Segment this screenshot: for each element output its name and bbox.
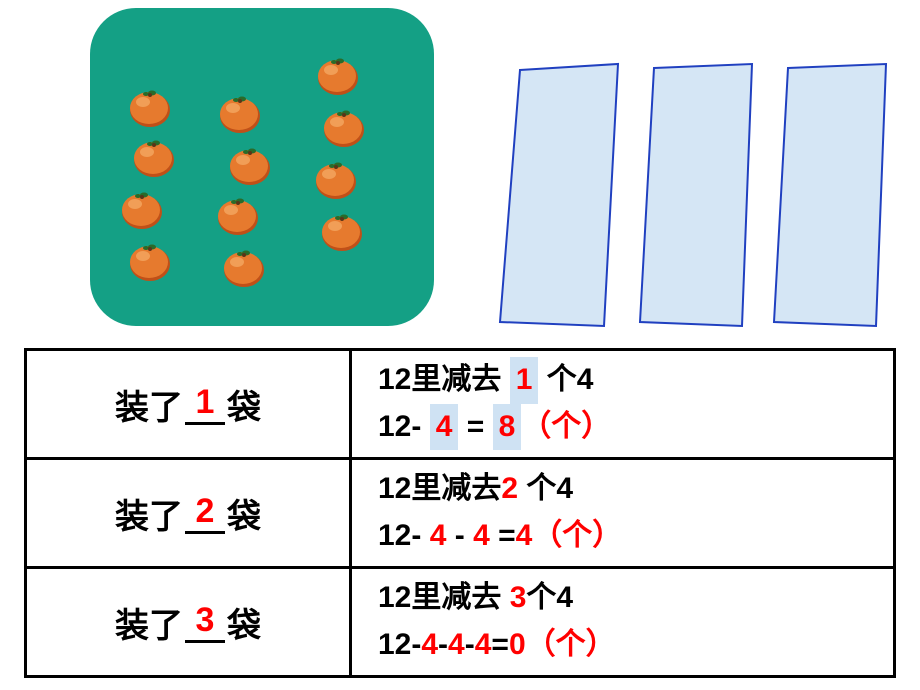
eq-term: 4: [448, 628, 465, 661]
equation-line: 12- 4 - 4 =4（个）: [378, 513, 875, 560]
eq-term: 4: [475, 628, 492, 661]
bag-shape: [774, 64, 886, 326]
bag-count: 1: [185, 383, 225, 425]
description-line: 12里减去 1 个4: [378, 357, 875, 404]
eq-unit: （个）: [521, 410, 611, 443]
bag-count: 3: [185, 601, 225, 643]
bag-count: 2: [185, 492, 225, 534]
eq-term: -: [465, 628, 475, 661]
eq-term: 4: [430, 519, 447, 552]
equation-cell: 12里减去2 个412- 4 - 4 =4（个）: [352, 460, 893, 566]
eq-term: -: [446, 519, 473, 552]
label-text: 袋: [227, 489, 261, 538]
label-text: 装了: [115, 489, 183, 538]
equation-cell: 12里减去 1 个412- 4 = 8（个）: [352, 351, 893, 457]
table-row: 装了2袋12里减去2 个412- 4 - 4 =4（个）: [27, 457, 893, 566]
description-line: 12里减去2 个4: [378, 466, 875, 513]
eq-term: 4: [421, 628, 438, 661]
equation-cell: 12里减去 3个412-4-4-4=0（个）: [352, 569, 893, 675]
count-value: 3: [510, 581, 527, 614]
label-text: 袋: [227, 598, 261, 647]
count-value: 1: [510, 357, 539, 404]
eq-term: 4: [430, 404, 459, 451]
label-text: 袋: [227, 380, 261, 429]
equation-line: 12-4-4-4=0（个）: [378, 622, 875, 669]
eq-term: 4: [473, 519, 490, 552]
eq-result: 8: [493, 404, 522, 451]
table-row: 装了3袋12里减去 3个412-4-4-4=0（个）: [27, 566, 893, 675]
label-text: 装了: [115, 380, 183, 429]
eq-result: 4: [516, 519, 533, 552]
equation-line: 12- 4 = 8（个）: [378, 404, 875, 451]
illustration-area: [0, 0, 920, 345]
description-line: 12里减去 3个4: [378, 575, 875, 622]
label-text: 装了: [115, 598, 183, 647]
bags-count-cell: 装了3袋: [27, 569, 352, 675]
bags-layer: [0, 0, 920, 345]
eq-term: -: [438, 628, 448, 661]
eq-unit: （个）: [526, 628, 616, 661]
count-value: 2: [501, 472, 518, 505]
steps-table: 装了1袋12里减去 1 个412- 4 = 8（个）装了2袋12里减去2 个41…: [24, 348, 896, 678]
bag-shape: [640, 64, 752, 326]
eq-result: 0: [509, 628, 526, 661]
bags-count-cell: 装了1袋: [27, 351, 352, 457]
table-row: 装了1袋12里减去 1 个412- 4 = 8（个）: [27, 351, 893, 457]
bag-shape: [500, 64, 618, 326]
eq-unit: （个）: [532, 519, 622, 552]
bags-count-cell: 装了2袋: [27, 460, 352, 566]
